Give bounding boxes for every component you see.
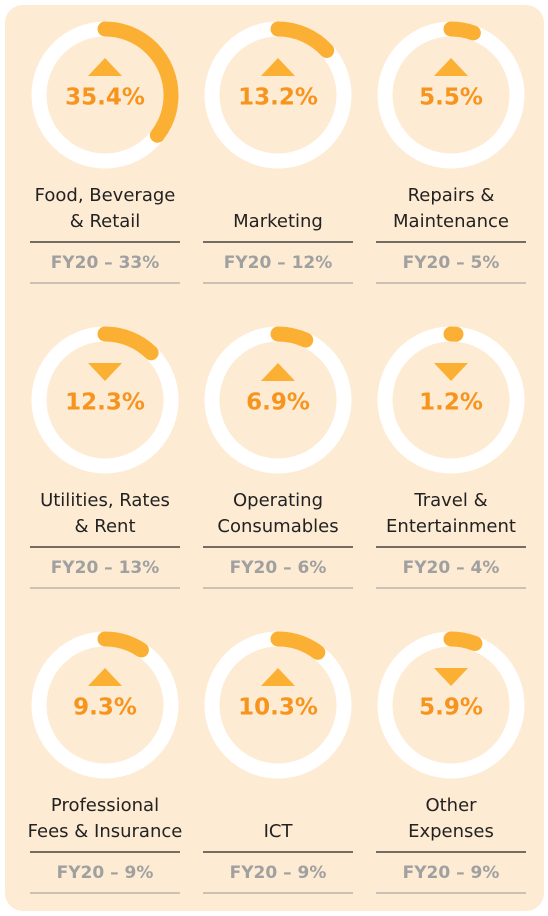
trend-arrow — [261, 58, 295, 76]
value-label: 35.4% — [65, 85, 145, 111]
category-label: Expenses — [408, 821, 494, 842]
ring-arc — [204, 631, 352, 779]
footnote: FY20 – 13% — [51, 558, 160, 578]
category-label: Fees & Insurance — [28, 821, 183, 842]
footnote: FY20 – 33% — [51, 253, 160, 273]
trend-arrow — [434, 668, 468, 686]
value-label: 1.2% — [419, 390, 483, 416]
category-label: Other — [425, 795, 477, 816]
footnote: FY20 – 9% — [57, 863, 154, 883]
footnote: FY20 – 9% — [230, 863, 327, 883]
category-label: Consumables — [217, 516, 338, 537]
ring-arc — [377, 21, 525, 169]
ring-arc — [204, 21, 352, 169]
category-label: & Rent — [75, 516, 136, 537]
ring-arc — [31, 631, 179, 779]
footnote: FY20 – 4% — [403, 558, 500, 578]
ring-arc — [204, 326, 352, 474]
value-label: 13.2% — [238, 85, 318, 111]
trend-arrow — [261, 363, 295, 381]
ring-arc — [377, 326, 525, 474]
category-label: Entertainment — [386, 516, 516, 537]
trend-arrow — [88, 58, 122, 76]
value-label: 12.3% — [65, 390, 145, 416]
footnote: FY20 – 9% — [403, 863, 500, 883]
category-label: Marketing — [233, 211, 323, 232]
trend-arrow — [434, 58, 468, 76]
value-label: 6.9% — [246, 390, 310, 416]
footnote: FY20 – 6% — [230, 558, 327, 578]
category-label: Operating — [233, 490, 323, 511]
trend-arrow — [88, 363, 122, 381]
ring-arc — [31, 21, 179, 169]
ring-arc — [377, 631, 525, 779]
category-label: Food, Beverage — [35, 185, 176, 206]
value-label: 5.9% — [419, 695, 483, 721]
panel — [5, 5, 544, 911]
ring-arc — [31, 326, 179, 474]
trend-arrow — [88, 668, 122, 686]
category-label: ICT — [264, 821, 294, 842]
trend-arrow — [261, 668, 295, 686]
value-label: 9.3% — [73, 695, 137, 721]
footnote: FY20 – 5% — [403, 253, 500, 273]
category-label: Maintenance — [393, 211, 509, 232]
value-label: 10.3% — [238, 695, 318, 721]
category-label: Professional — [51, 795, 159, 816]
footnote: FY20 – 12% — [224, 253, 333, 273]
category-label: Travel & — [413, 490, 487, 511]
category-label: & Retail — [70, 211, 141, 232]
value-label: 5.5% — [419, 85, 483, 111]
category-label: Repairs & — [408, 185, 495, 206]
trend-arrow — [434, 363, 468, 381]
category-label: Utilities, Rates — [40, 490, 170, 511]
